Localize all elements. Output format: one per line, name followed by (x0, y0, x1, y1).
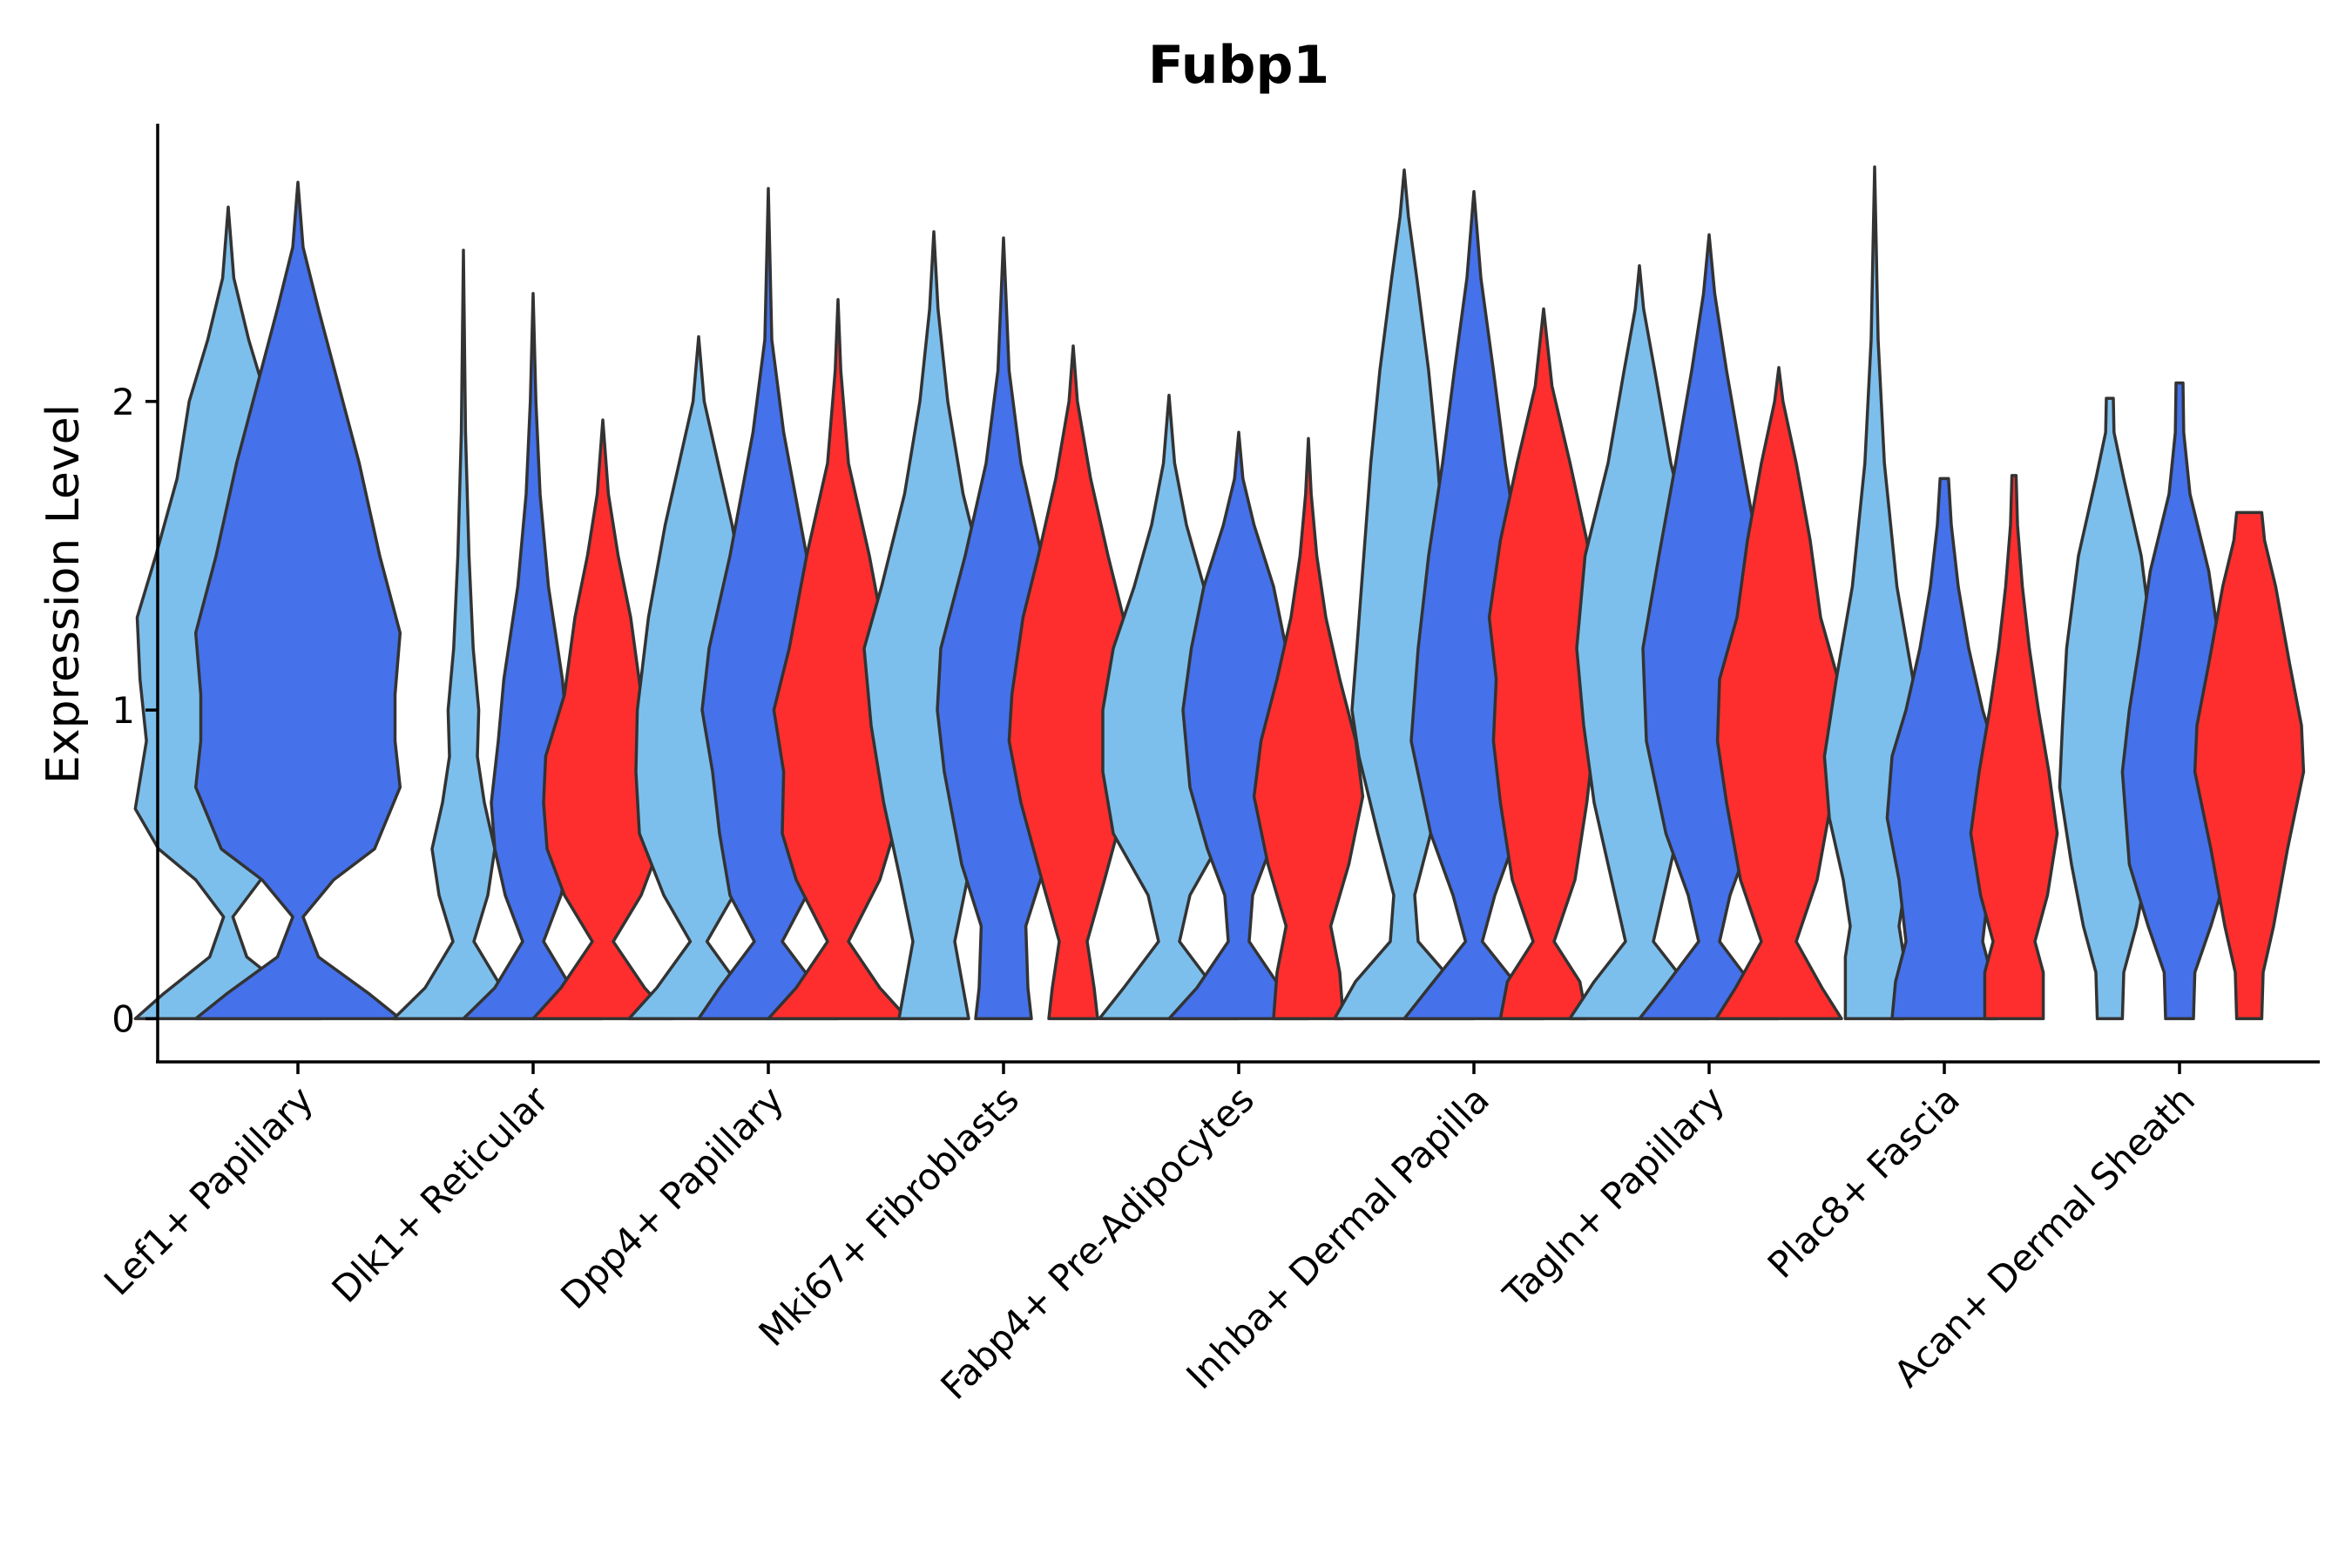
violin-fabp4-pre-adipocytes-g3 (1252, 436, 1365, 1021)
x-tick-label-dlk1-reticular: Dlk1+ Reticular (324, 1078, 558, 1311)
violin-lef1-papillary-g2 (193, 180, 402, 1021)
violin-plac8-fascia-g3 (1969, 474, 2059, 1021)
y-tick-label-0: 0 (112, 997, 135, 1040)
violin-inhba-dermal-papilla-g3 (1487, 307, 1600, 1021)
violin-dlk1-reticular-g1 (392, 248, 535, 1021)
chart-title: Fubp1 (1148, 35, 1329, 96)
y-tick-label-2: 2 (112, 381, 135, 423)
x-tick-label-lef1-papillary: Lef1+ Papillary (96, 1078, 321, 1303)
y-ticks: 0 1 2 (112, 381, 158, 1040)
x-tick-label-dpp4-papillary: Dpp4+ Papillary (552, 1078, 792, 1317)
x-tick-label-plac8-fascia: Plac8+ Fascia (1760, 1078, 1968, 1286)
violin-group (133, 165, 2306, 1021)
y-tick-label-1: 1 (112, 689, 135, 732)
x-tick-label-mki67-fibroblasts: Mki67+ Fibroblasts (751, 1078, 1027, 1354)
violin-acan-dermal-sheath-g3 (2193, 510, 2306, 1021)
x-tick-label-tagln-papillary: Tagln+ Papillary (1495, 1078, 1733, 1315)
y-axis-label: Expression Level (37, 404, 90, 784)
